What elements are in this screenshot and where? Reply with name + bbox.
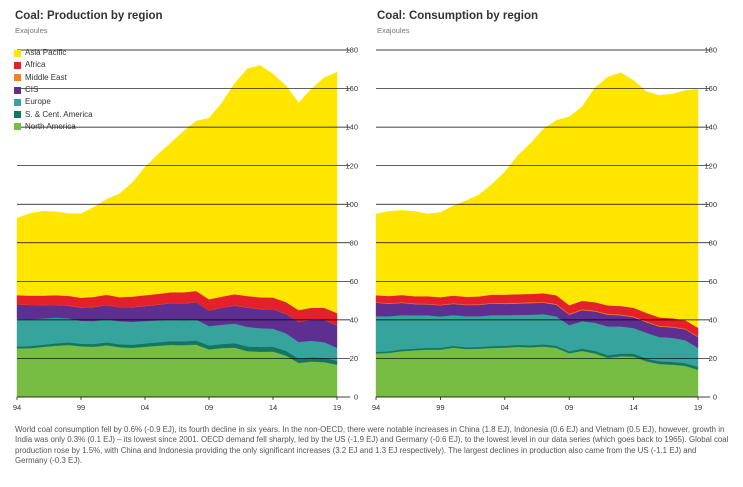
x-tick-label: 04: [141, 403, 149, 412]
y-tick-label: 120: [704, 161, 717, 170]
legend-swatch: [14, 111, 21, 119]
y-tick-label: 20: [350, 354, 358, 363]
y-tick-label: 140: [345, 123, 358, 132]
legend-label: Europe: [25, 97, 51, 107]
consumption-chart-unit: Exajoules: [377, 26, 410, 35]
y-tick-label: 100: [704, 200, 717, 209]
y-tick-label: 60: [709, 277, 717, 286]
y-tick-label: 40: [709, 315, 717, 324]
legend-swatch: [14, 123, 21, 131]
legend-label: CIS: [25, 85, 39, 95]
legend-item-middle-east: Middle East: [14, 72, 93, 84]
legend-item-africa: Africa: [14, 59, 93, 71]
y-tick-label: 20: [709, 354, 717, 363]
legend-item-cis: CIS: [14, 84, 93, 96]
x-tick-label: 19: [333, 403, 341, 412]
legend-swatch: [14, 49, 21, 57]
legend-label: Asia Pacific: [25, 48, 67, 58]
y-tick-label: 160: [704, 84, 717, 93]
y-tick-label: 100: [345, 200, 358, 209]
chart-legend: Asia Pacific Africa Middle East CIS Euro…: [14, 47, 93, 133]
x-tick-label: 09: [565, 403, 573, 412]
legend-swatch: [14, 98, 21, 106]
y-tick-label: 0: [713, 393, 717, 402]
x-tick-label: 19: [694, 403, 702, 412]
x-tick-label: 14: [269, 403, 277, 412]
legend-item-south-central-america: S. & Cent. America: [14, 108, 93, 120]
legend-swatch: [14, 86, 21, 94]
legend-swatch: [14, 74, 21, 82]
legend-swatch: [14, 61, 21, 69]
y-tick-label: 180: [704, 46, 717, 55]
x-tick-label: 94: [372, 403, 380, 412]
x-tick-label: 09: [205, 403, 213, 412]
chart-caption: World coal consumption fell by 0.6% (-0.…: [15, 425, 729, 466]
x-tick-label: 99: [436, 403, 444, 412]
legend-item-north-america: North America: [14, 121, 93, 133]
legend-label: S. & Cent. America: [25, 109, 93, 119]
legend-label: Middle East: [25, 72, 67, 82]
area-series-asia-pacific: [375, 72, 699, 329]
legend-label: North America: [25, 121, 76, 131]
legend-item-europe: Europe: [14, 96, 93, 108]
chart-panel-1: 0 20 40 60 80 100 120 140 160 180 94 99 04 09 14 19: [13, 46, 358, 412]
chart-panel-2: 0 20 40 60 80 100 120 140 160 180 94 99 04 09 14 19: [372, 46, 717, 412]
y-tick-label: 0: [354, 393, 358, 402]
y-tick-label: 180: [345, 46, 358, 55]
y-tick-label: 120: [345, 161, 358, 170]
production-chart-title: Coal: Production by region: [15, 10, 163, 22]
y-tick-label: 80: [350, 238, 358, 247]
y-tick-label: 160: [345, 84, 358, 93]
y-tick-label: 140: [704, 123, 717, 132]
y-tick-label: 80: [709, 238, 717, 247]
x-tick-label: 04: [501, 403, 509, 412]
x-tick-label: 14: [629, 403, 637, 412]
production-chart-unit: Exajoules: [15, 26, 48, 35]
y-tick-label: 40: [350, 315, 358, 324]
legend-item-asia-pacific: Asia Pacific: [14, 47, 93, 59]
y-tick-label: 60: [350, 277, 358, 286]
legend-label: Africa: [25, 60, 46, 70]
x-tick-label: 94: [13, 403, 21, 412]
consumption-chart-title: Coal: Consumption by region: [377, 10, 538, 22]
x-tick-label: 99: [77, 403, 85, 412]
